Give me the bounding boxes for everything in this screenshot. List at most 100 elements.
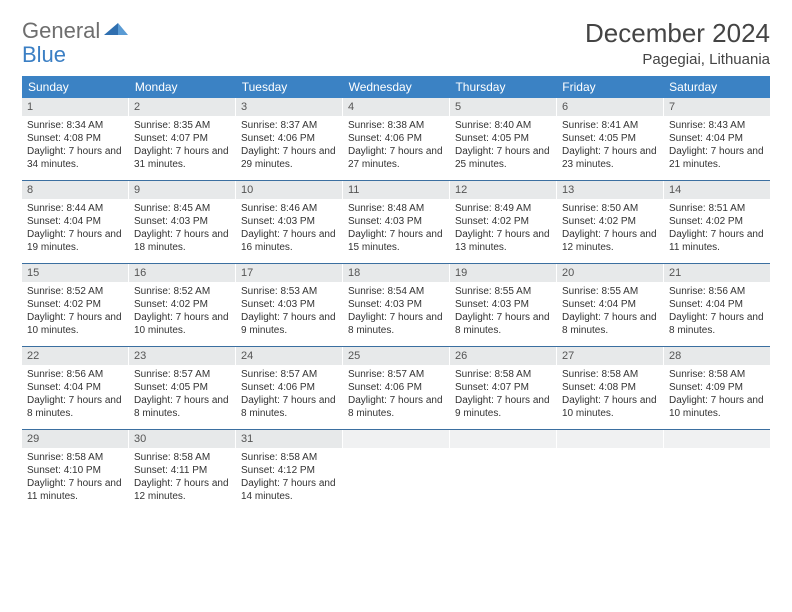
date-number: 30	[129, 430, 235, 448]
sunset-line: Sunset: 4:04 PM	[27, 215, 123, 228]
calendar-cell: 14Sunrise: 8:51 AMSunset: 4:02 PMDayligh…	[664, 181, 770, 263]
calendar-cell: 19Sunrise: 8:55 AMSunset: 4:03 PMDayligh…	[450, 264, 557, 346]
calendar-cell: 11Sunrise: 8:48 AMSunset: 4:03 PMDayligh…	[343, 181, 450, 263]
calendar-cell: 27Sunrise: 8:58 AMSunset: 4:08 PMDayligh…	[557, 347, 664, 429]
cell-body: Sunrise: 8:41 AMSunset: 4:05 PMDaylight:…	[557, 116, 663, 177]
date-number: 3	[236, 98, 342, 116]
calendar-cell: 30Sunrise: 8:58 AMSunset: 4:11 PMDayligh…	[129, 430, 236, 512]
daylight-line: Daylight: 7 hours and 18 minutes.	[134, 228, 230, 254]
date-number: 19	[450, 264, 556, 282]
cell-body: Sunrise: 8:52 AMSunset: 4:02 PMDaylight:…	[22, 282, 128, 343]
daylight-line: Daylight: 7 hours and 14 minutes.	[241, 477, 337, 503]
cell-body: Sunrise: 8:49 AMSunset: 4:02 PMDaylight:…	[450, 199, 556, 260]
cell-body: Sunrise: 8:35 AMSunset: 4:07 PMDaylight:…	[129, 116, 235, 177]
calendar-cell: 10Sunrise: 8:46 AMSunset: 4:03 PMDayligh…	[236, 181, 343, 263]
sunrise-line: Sunrise: 8:57 AM	[348, 368, 444, 381]
date-number: 25	[343, 347, 449, 365]
sunrise-line: Sunrise: 8:52 AM	[134, 285, 230, 298]
date-number: 15	[22, 264, 128, 282]
date-number: 6	[557, 98, 663, 116]
daylight-line: Daylight: 7 hours and 25 minutes.	[455, 145, 551, 171]
calendar-cell: 26Sunrise: 8:58 AMSunset: 4:07 PMDayligh…	[450, 347, 557, 429]
sunrise-line: Sunrise: 8:44 AM	[27, 202, 123, 215]
calendar-cell: 17Sunrise: 8:53 AMSunset: 4:03 PMDayligh…	[236, 264, 343, 346]
cell-body: Sunrise: 8:58 AMSunset: 4:07 PMDaylight:…	[450, 365, 556, 426]
date-number	[450, 430, 556, 448]
calendar-week: 15Sunrise: 8:52 AMSunset: 4:02 PMDayligh…	[22, 263, 770, 346]
daylight-line: Daylight: 7 hours and 10 minutes.	[134, 311, 230, 337]
cell-body: Sunrise: 8:58 AMSunset: 4:11 PMDaylight:…	[129, 448, 235, 509]
sunrise-line: Sunrise: 8:51 AM	[669, 202, 765, 215]
daylight-line: Daylight: 7 hours and 16 minutes.	[241, 228, 337, 254]
date-number: 5	[450, 98, 556, 116]
dayname: Thursday	[449, 76, 556, 98]
calendar-week: 1Sunrise: 8:34 AMSunset: 4:08 PMDaylight…	[22, 98, 770, 180]
cell-body: Sunrise: 8:51 AMSunset: 4:02 PMDaylight:…	[664, 199, 770, 260]
sunset-line: Sunset: 4:04 PM	[562, 298, 658, 311]
sunset-line: Sunset: 4:07 PM	[134, 132, 230, 145]
calendar: SundayMondayTuesdayWednesdayThursdayFrid…	[22, 76, 770, 512]
date-number: 23	[129, 347, 235, 365]
daylight-line: Daylight: 7 hours and 8 minutes.	[134, 394, 230, 420]
dayname: Monday	[129, 76, 236, 98]
dayname: Friday	[556, 76, 663, 98]
dayname: Wednesday	[343, 76, 450, 98]
daylight-line: Daylight: 7 hours and 8 minutes.	[241, 394, 337, 420]
date-number: 10	[236, 181, 342, 199]
cell-body: Sunrise: 8:55 AMSunset: 4:03 PMDaylight:…	[450, 282, 556, 343]
daylight-line: Daylight: 7 hours and 27 minutes.	[348, 145, 444, 171]
calendar-cell: 6Sunrise: 8:41 AMSunset: 4:05 PMDaylight…	[557, 98, 664, 180]
date-number: 29	[22, 430, 128, 448]
sunrise-line: Sunrise: 8:58 AM	[27, 451, 123, 464]
sunset-line: Sunset: 4:04 PM	[27, 381, 123, 394]
sunrise-line: Sunrise: 8:55 AM	[562, 285, 658, 298]
calendar-week: 22Sunrise: 8:56 AMSunset: 4:04 PMDayligh…	[22, 346, 770, 429]
daylight-line: Daylight: 7 hours and 8 minutes.	[562, 311, 658, 337]
sunrise-line: Sunrise: 8:54 AM	[348, 285, 444, 298]
cell-body: Sunrise: 8:43 AMSunset: 4:04 PMDaylight:…	[664, 116, 770, 177]
date-number: 12	[450, 181, 556, 199]
daylight-line: Daylight: 7 hours and 15 minutes.	[348, 228, 444, 254]
sunset-line: Sunset: 4:05 PM	[134, 381, 230, 394]
dayname: Tuesday	[236, 76, 343, 98]
date-number: 26	[450, 347, 556, 365]
sunrise-line: Sunrise: 8:52 AM	[27, 285, 123, 298]
cell-body: Sunrise: 8:52 AMSunset: 4:02 PMDaylight:…	[129, 282, 235, 343]
sunset-line: Sunset: 4:02 PM	[562, 215, 658, 228]
sunrise-line: Sunrise: 8:46 AM	[241, 202, 337, 215]
sunset-line: Sunset: 4:06 PM	[241, 381, 337, 394]
sunrise-line: Sunrise: 8:58 AM	[134, 451, 230, 464]
daylight-line: Daylight: 7 hours and 8 minutes.	[455, 311, 551, 337]
cell-body: Sunrise: 8:46 AMSunset: 4:03 PMDaylight:…	[236, 199, 342, 260]
sunrise-line: Sunrise: 8:58 AM	[241, 451, 337, 464]
daylight-line: Daylight: 7 hours and 11 minutes.	[27, 477, 123, 503]
date-number: 31	[236, 430, 342, 448]
date-number: 28	[664, 347, 770, 365]
date-number: 27	[557, 347, 663, 365]
cell-body: Sunrise: 8:34 AMSunset: 4:08 PMDaylight:…	[22, 116, 128, 177]
sunset-line: Sunset: 4:03 PM	[455, 298, 551, 311]
sunrise-line: Sunrise: 8:57 AM	[134, 368, 230, 381]
sunset-line: Sunset: 4:04 PM	[669, 298, 765, 311]
date-number: 24	[236, 347, 342, 365]
calendar-cell	[557, 430, 664, 512]
date-number: 9	[129, 181, 235, 199]
calendar-cell: 24Sunrise: 8:57 AMSunset: 4:06 PMDayligh…	[236, 347, 343, 429]
calendar-cell: 8Sunrise: 8:44 AMSunset: 4:04 PMDaylight…	[22, 181, 129, 263]
calendar-cell: 1Sunrise: 8:34 AMSunset: 4:08 PMDaylight…	[22, 98, 129, 180]
daylight-line: Daylight: 7 hours and 8 minutes.	[27, 394, 123, 420]
calendar-week: 29Sunrise: 8:58 AMSunset: 4:10 PMDayligh…	[22, 429, 770, 512]
calendar-cell: 4Sunrise: 8:38 AMSunset: 4:06 PMDaylight…	[343, 98, 450, 180]
sunrise-line: Sunrise: 8:35 AM	[134, 119, 230, 132]
sunrise-line: Sunrise: 8:45 AM	[134, 202, 230, 215]
calendar-cell: 15Sunrise: 8:52 AMSunset: 4:02 PMDayligh…	[22, 264, 129, 346]
header: General December 2024 Pagegiai, Lithuani…	[22, 18, 770, 68]
cell-body: Sunrise: 8:55 AMSunset: 4:04 PMDaylight:…	[557, 282, 663, 343]
sunrise-line: Sunrise: 8:40 AM	[455, 119, 551, 132]
sunset-line: Sunset: 4:03 PM	[241, 215, 337, 228]
sunrise-line: Sunrise: 8:43 AM	[669, 119, 765, 132]
date-number: 16	[129, 264, 235, 282]
sunset-line: Sunset: 4:10 PM	[27, 464, 123, 477]
date-number: 18	[343, 264, 449, 282]
daylight-line: Daylight: 7 hours and 11 minutes.	[669, 228, 765, 254]
